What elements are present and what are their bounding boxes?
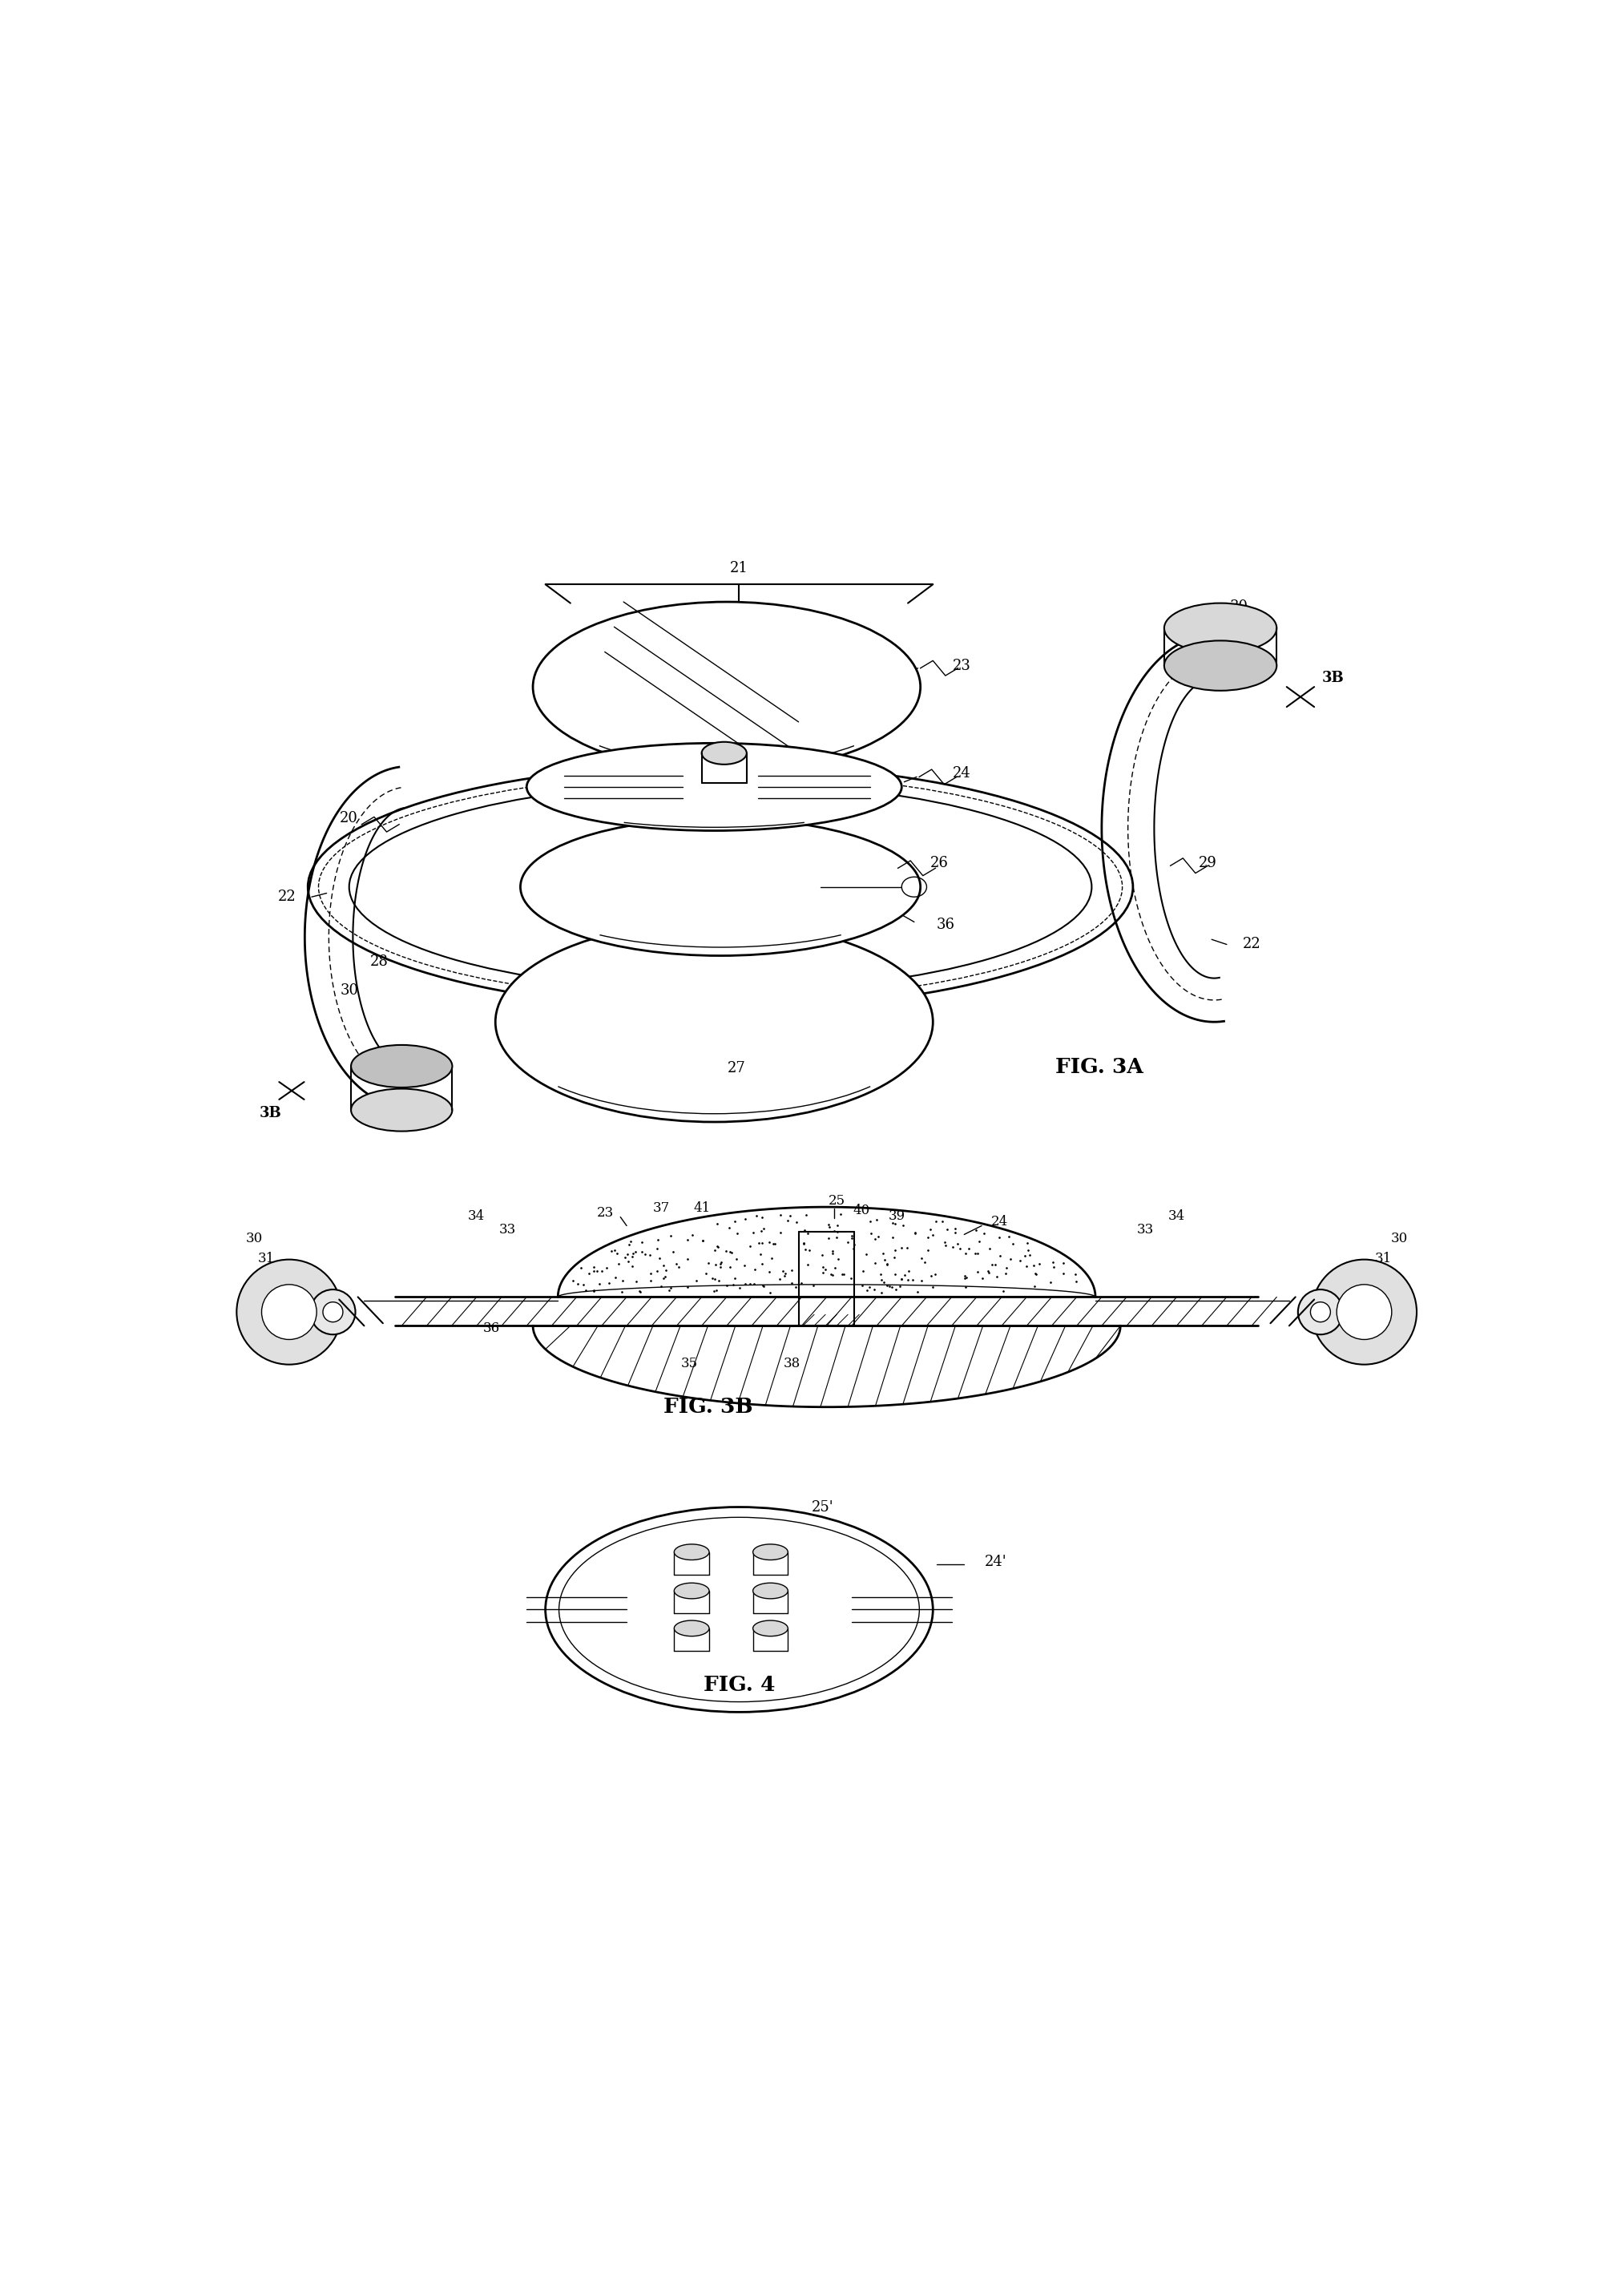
Text: 23: 23 [953, 659, 971, 673]
Text: 28: 28 [369, 955, 389, 969]
Text: 27: 27 [727, 1061, 745, 1075]
Text: 30: 30 [1231, 599, 1248, 613]
Text: 31: 31 [258, 1251, 276, 1265]
Text: 42: 42 [295, 1300, 313, 1313]
Text: 22: 22 [277, 891, 295, 905]
Text: 33: 33 [500, 1224, 516, 1235]
Text: 39: 39 [889, 1210, 905, 1221]
Text: 33: 33 [1137, 1224, 1153, 1235]
Text: 36: 36 [484, 1322, 500, 1334]
Ellipse shape [674, 1545, 710, 1559]
Text: 3B: 3B [260, 1107, 282, 1120]
Text: 40: 40 [853, 1203, 869, 1217]
Text: 25: 25 [647, 794, 665, 808]
Ellipse shape [237, 1261, 342, 1364]
Text: 41: 41 [694, 1201, 710, 1215]
Ellipse shape [545, 1506, 932, 1713]
Text: 31: 31 [1374, 1251, 1392, 1265]
Text: 26: 26 [931, 856, 948, 870]
Ellipse shape [1298, 1290, 1344, 1334]
Text: 3B: 3B [1321, 670, 1344, 684]
Text: 22: 22 [1242, 937, 1261, 951]
Ellipse shape [261, 1283, 316, 1339]
Text: FIG. 3B: FIG. 3B [663, 1396, 753, 1417]
Text: 30: 30 [1390, 1231, 1408, 1244]
Text: 25: 25 [827, 1194, 845, 1208]
Ellipse shape [753, 1582, 787, 1598]
Ellipse shape [702, 742, 747, 765]
Text: 24': 24' [984, 1554, 1007, 1568]
Text: 36: 36 [936, 916, 955, 932]
Ellipse shape [674, 1582, 710, 1598]
Ellipse shape [753, 1545, 787, 1559]
Ellipse shape [674, 1621, 710, 1637]
Ellipse shape [1310, 1302, 1331, 1322]
Ellipse shape [532, 602, 921, 771]
Text: 38: 38 [784, 1357, 800, 1371]
Ellipse shape [521, 817, 921, 955]
Text: 32: 32 [300, 1270, 316, 1283]
Ellipse shape [753, 1621, 787, 1637]
Ellipse shape [526, 744, 902, 831]
Text: 23: 23 [597, 1205, 615, 1219]
Text: FIG. 4: FIG. 4 [703, 1674, 774, 1694]
Text: 29: 29 [1198, 856, 1218, 870]
Text: 21: 21 [731, 560, 748, 576]
Text: 24: 24 [953, 767, 971, 781]
Ellipse shape [352, 1088, 452, 1132]
Text: 24: 24 [990, 1215, 1008, 1228]
Text: 30: 30 [245, 1231, 263, 1244]
Text: 25': 25' [811, 1499, 834, 1515]
Ellipse shape [1165, 604, 1277, 652]
Ellipse shape [1165, 641, 1277, 691]
Ellipse shape [1311, 1261, 1416, 1364]
Text: 35: 35 [681, 1357, 697, 1371]
Ellipse shape [495, 923, 932, 1123]
Text: 34: 34 [1168, 1210, 1186, 1221]
Text: 32: 32 [1334, 1270, 1350, 1283]
Text: 34: 34 [468, 1210, 486, 1221]
Ellipse shape [352, 1045, 452, 1088]
Text: 30: 30 [340, 983, 358, 999]
Ellipse shape [1337, 1283, 1392, 1339]
Text: 20: 20 [340, 810, 358, 824]
Ellipse shape [323, 1302, 344, 1322]
Text: 37: 37 [653, 1201, 669, 1215]
Text: FIG. 3A: FIG. 3A [1055, 1056, 1144, 1077]
Ellipse shape [310, 1290, 355, 1334]
